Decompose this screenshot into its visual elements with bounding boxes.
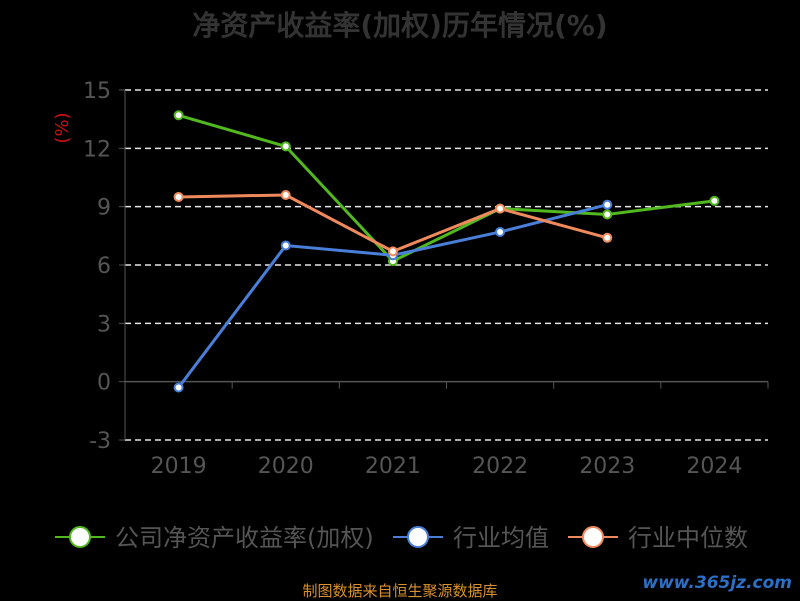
series (173, 110, 720, 393)
y-tick-label: 12 (83, 137, 111, 162)
legend-marker (69, 526, 91, 548)
y-axis-label: (%) (52, 112, 73, 143)
legend-item-2[interactable]: 行业中位数 (568, 524, 748, 552)
data-point[interactable] (173, 191, 184, 202)
y-tick-label: 3 (97, 312, 111, 337)
legend-item-1[interactable]: 行业均值 (393, 524, 549, 552)
data-point[interactable] (280, 141, 291, 152)
x-tick-label: 2024 (686, 454, 742, 479)
data-source-note: 制图数据来自恒生聚源数据库 (302, 582, 498, 600)
legend: 公司净资产收益率(加权) 行业均值 行业中位数 (55, 524, 748, 552)
data-point[interactable] (495, 226, 506, 237)
data-point[interactable] (387, 246, 398, 257)
data-point[interactable] (173, 382, 184, 393)
data-point[interactable] (602, 209, 613, 220)
x-tick-label: 2023 (579, 454, 635, 479)
legend-item-0[interactable]: 公司净资产收益率(加权) (55, 524, 374, 552)
legend-label: 行业均值 (453, 524, 549, 552)
data-point[interactable] (280, 190, 291, 200)
data-point[interactable] (602, 232, 613, 243)
legend-label: 行业中位数 (628, 524, 748, 552)
y-tick-label: 0 (97, 371, 111, 396)
y-tick-label: 6 (97, 254, 111, 279)
data-point[interactable] (173, 110, 184, 121)
data-point[interactable] (602, 199, 613, 210)
series-line (177, 203, 608, 389)
series-2 (173, 190, 613, 257)
watermark: www.365jz.com (642, 573, 792, 593)
x-tick-label: 2020 (258, 454, 314, 479)
series-1 (173, 199, 613, 393)
legend-marker (582, 526, 604, 548)
legend-marker (407, 526, 429, 548)
x-tick-label: 2021 (365, 454, 421, 479)
series-line (178, 193, 608, 254)
series-0 (173, 110, 720, 267)
x-tick-label: 2022 (472, 454, 528, 479)
series-line (178, 113, 715, 263)
y-tick-label: 15 (83, 79, 111, 104)
chart-title: 净资产收益率(加权)历年情况(%) (192, 9, 608, 42)
legend-label: 公司净资产收益率(加权) (115, 524, 374, 552)
y-tick-label: 9 (97, 196, 111, 221)
x-tick-label: 2019 (151, 454, 207, 479)
axes: -3 0 3 6 9 12 15 2019 2020 2021 2022 2023 2024 (83, 79, 769, 479)
data-point[interactable] (280, 240, 291, 251)
data-point[interactable] (495, 203, 506, 214)
data-point[interactable] (709, 195, 720, 206)
y-tick-label: -3 (89, 429, 111, 454)
